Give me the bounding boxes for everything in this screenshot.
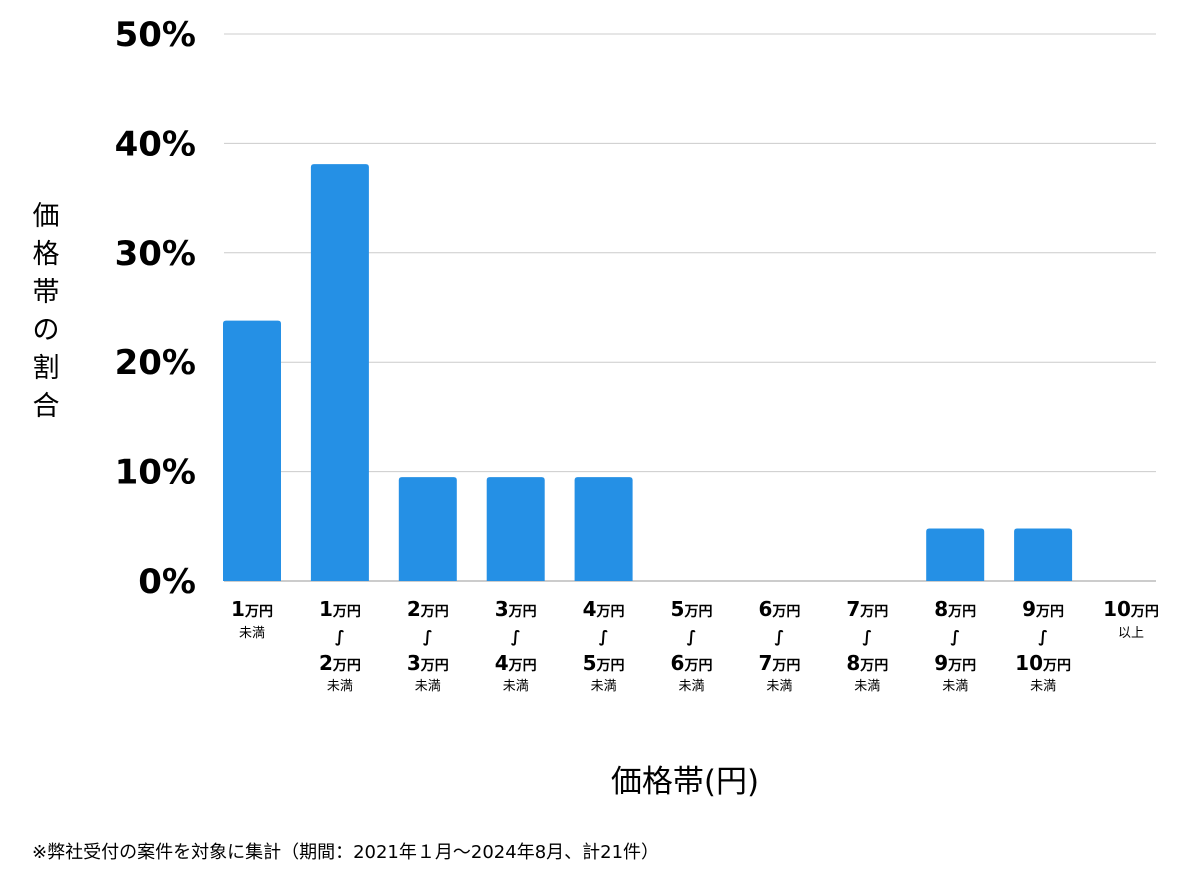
x-tick-label: 5万円 — [583, 651, 625, 675]
x-tick-label: 3万円 — [407, 651, 449, 675]
x-tick-label: 7万円 — [846, 597, 888, 621]
x-tick-label: 1万円 — [231, 597, 273, 621]
y-tick-label: 10% — [115, 453, 196, 493]
y-axis-label-char: 格 — [28, 236, 64, 274]
x-tick-label: 4万円 — [495, 651, 537, 675]
x-tick-note: 未満 — [678, 679, 704, 694]
x-tick-label: 3万円 — [495, 597, 537, 621]
bar — [223, 321, 281, 581]
y-axis-label-char: 合 — [28, 388, 64, 426]
x-tick-note: 未満 — [591, 679, 617, 694]
bar — [575, 477, 633, 581]
x-tick-label: 2万円 — [319, 651, 361, 675]
x-tick-label: 10万円 — [1103, 597, 1159, 621]
x-tick-labels: 1万円未満1万円∫2万円未満2万円∫3万円未満3万円∫4万円未満4万円∫5万円未… — [231, 597, 1159, 694]
y-tick-label: 30% — [115, 234, 196, 274]
x-tick-label: 2万円 — [407, 597, 449, 621]
x-tick-note: 未満 — [327, 679, 353, 694]
range-tilde: ∫ — [775, 627, 785, 646]
x-tick-label: 9万円 — [934, 651, 976, 675]
x-tick-note: 未満 — [1030, 679, 1056, 694]
range-tilde: ∫ — [950, 627, 960, 646]
y-tick-labels: 0% 10% 20% 30% 40% 50% — [115, 15, 196, 602]
range-tilde: ∫ — [423, 627, 433, 646]
x-tick-note: 未満 — [854, 679, 880, 694]
x-tick-label: 10万円 — [1015, 651, 1071, 675]
range-tilde: ∫ — [335, 627, 345, 646]
range-tilde: ∫ — [511, 627, 521, 646]
y-axis-label-char: の — [28, 312, 64, 350]
bars — [223, 164, 1072, 581]
y-tick-label: 0% — [138, 562, 196, 602]
x-tick-label: 9万円 — [1022, 597, 1064, 621]
y-axis-label-char: 価 — [28, 198, 64, 236]
range-tilde: ∫ — [687, 627, 697, 646]
y-axis-label: 価格帯の割合 — [28, 198, 64, 426]
y-tick-label: 50% — [115, 15, 196, 55]
x-tick-label: 4万円 — [583, 597, 625, 621]
x-tick-note: 未満 — [942, 679, 968, 694]
x-tick-label: 7万円 — [758, 651, 800, 675]
x-tick-note: 以上 — [1118, 626, 1144, 641]
bar — [1014, 528, 1072, 581]
bar — [487, 477, 545, 581]
range-tilde: ∫ — [1038, 627, 1048, 646]
y-tick-label: 20% — [115, 343, 196, 383]
x-tick-label: 6万円 — [671, 651, 713, 675]
x-tick-note: 未満 — [503, 679, 529, 694]
x-tick-note: 未満 — [415, 679, 441, 694]
x-axis-label: 価格帯(円) — [560, 756, 810, 801]
x-tick-note: 未満 — [766, 679, 792, 694]
range-tilde: ∫ — [862, 627, 872, 646]
bar — [926, 528, 984, 581]
y-axis-label-char: 割 — [28, 350, 64, 388]
x-tick-label: 5万円 — [671, 597, 713, 621]
bar — [311, 164, 369, 581]
x-tick-label: 8万円 — [934, 597, 976, 621]
range-tilde: ∫ — [599, 627, 609, 646]
bar — [399, 477, 457, 581]
y-axis-label-char: 帯 — [28, 274, 64, 312]
x-tick-label: 1万円 — [319, 597, 361, 621]
footnote: ※弊社受付の案件を対象に集計（期間：2021年１月〜2024年8月、計21件） — [32, 838, 659, 864]
y-tick-label: 40% — [115, 124, 196, 164]
x-tick-label: 8万円 — [846, 651, 888, 675]
x-tick-label: 6万円 — [758, 597, 800, 621]
x-tick-note: 未満 — [239, 626, 265, 641]
